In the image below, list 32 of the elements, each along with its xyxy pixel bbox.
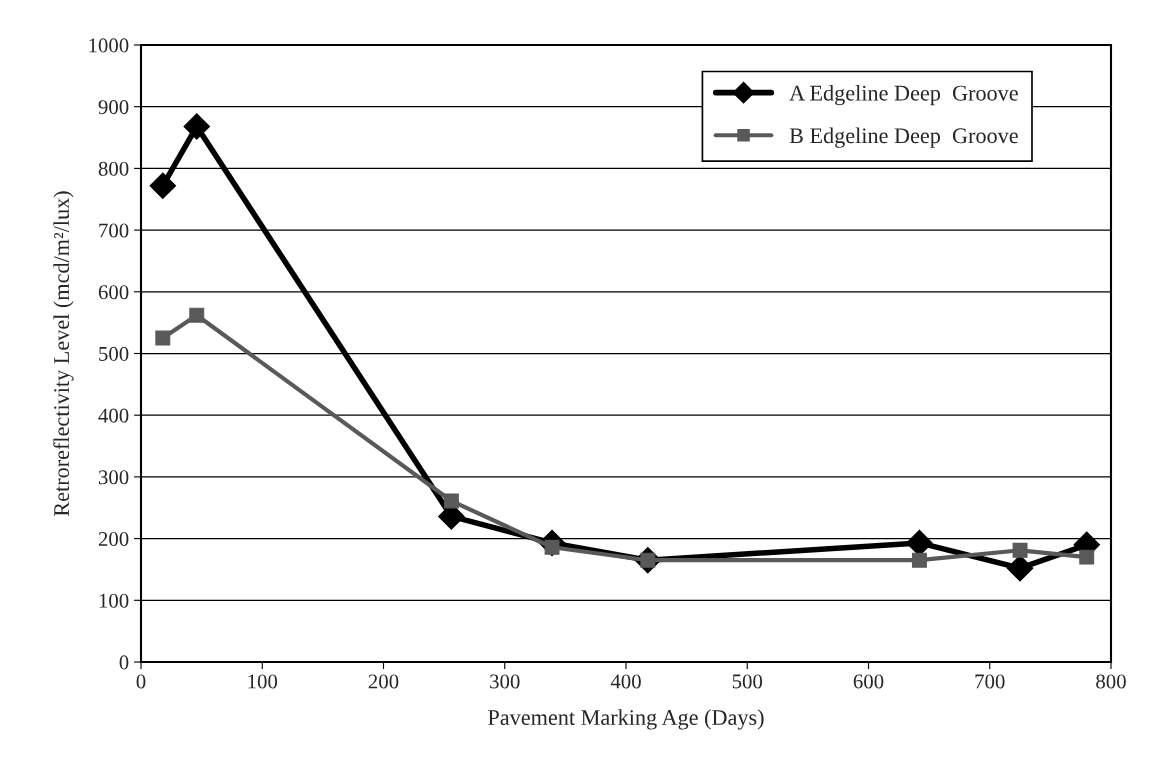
point — [189, 307, 205, 323]
legend-label: A Edgeline Deep Groove — [789, 85, 1018, 106]
y-tick-label: 400 — [98, 408, 129, 423]
y-tick-label: 800 — [98, 161, 129, 176]
x-tick-label: 0 — [136, 674, 146, 689]
point — [149, 172, 177, 199]
x-tick-label: 800 — [1096, 674, 1126, 689]
y-tick-label: 900 — [98, 100, 129, 115]
point — [1079, 549, 1095, 565]
point — [155, 330, 171, 346]
x-tick-label: 100 — [248, 674, 278, 689]
y-tick-label: 0 — [119, 655, 129, 670]
y-tick-label: 700 — [99, 223, 129, 238]
x-tick-label: 200 — [368, 674, 399, 689]
x-tick-label: 300 — [490, 674, 520, 689]
point — [183, 113, 211, 140]
y-tick-label: 1000 — [89, 38, 129, 53]
legend-label: B Edgeline Deep Groove — [789, 127, 1018, 148]
x-tick-label: 500 — [732, 674, 763, 689]
y-tick-label: 600 — [98, 285, 129, 300]
x-axis-title: Pavement Marking Age (Days) — [488, 709, 764, 730]
point — [443, 493, 459, 509]
x-tick-label: 400 — [610, 674, 641, 689]
y-axis-title: Retroreflectivity Level (mcd/m²/lux) — [53, 191, 74, 517]
y-tick-label: 100 — [99, 593, 129, 608]
point — [1012, 542, 1028, 558]
y-tick-label: 500 — [99, 346, 129, 361]
x-tick-label: 700 — [975, 674, 1005, 689]
point — [911, 552, 927, 568]
y-tick-label: 200 — [98, 531, 129, 547]
x-tick-label: 600 — [853, 674, 884, 689]
y-tick-label: 300 — [98, 470, 129, 485]
